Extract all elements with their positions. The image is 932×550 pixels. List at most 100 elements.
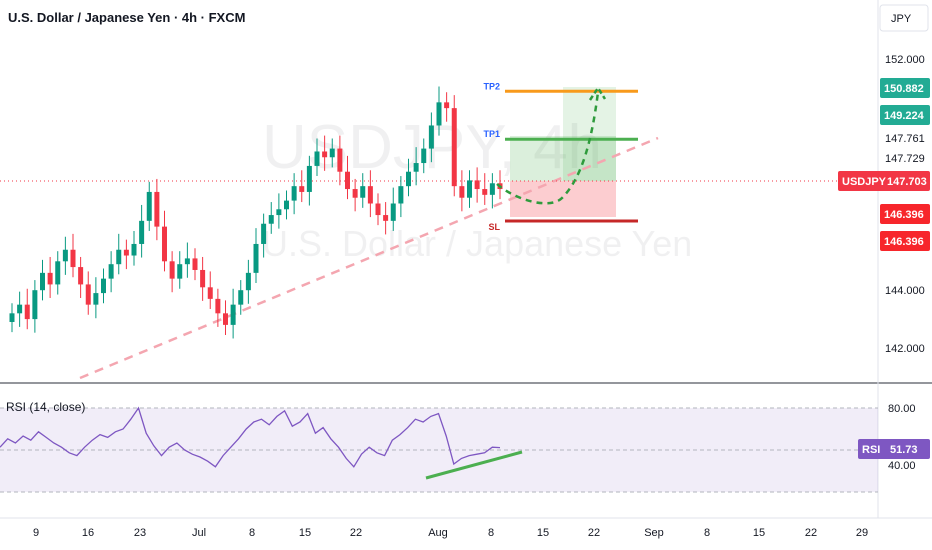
candle [253, 243, 259, 273]
candle [337, 148, 343, 172]
candle [93, 293, 99, 305]
candle [459, 186, 465, 198]
candle [444, 102, 450, 109]
candle [284, 200, 289, 210]
candle [215, 298, 221, 314]
loss-zone [510, 181, 616, 217]
time-tick: 29 [856, 527, 868, 539]
price-tag-value: 149.224 [884, 110, 925, 122]
projection-arrowhead [588, 85, 607, 101]
candle [40, 272, 45, 291]
rsi-tick: 40.00 [888, 460, 916, 472]
rsi-tick: 80.00 [888, 403, 916, 415]
candle [436, 102, 442, 126]
symbol-price-value: 147.703 [887, 176, 927, 188]
time-tick: 8 [488, 527, 494, 539]
currency-label: JPY [891, 13, 912, 25]
candle [314, 151, 320, 166]
projection-curve [496, 91, 600, 205]
price-tag [880, 204, 930, 224]
candle [390, 203, 396, 221]
time-axis[interactable]: 9 16 23 Jul 8 15 22 Aug 8 15 22 Sep 8 15 22 29 [33, 527, 868, 539]
candle [406, 171, 411, 187]
candle [17, 304, 23, 314]
time-tick: 15 [537, 527, 549, 539]
time-tick: Jul [192, 527, 206, 539]
candle [230, 304, 236, 325]
price-tick: 142.000 [885, 343, 925, 355]
candle [101, 278, 106, 294]
candle [489, 183, 495, 195]
level-label-tp1: TP1 [483, 129, 500, 139]
candle [367, 186, 373, 204]
candle [47, 272, 53, 285]
candle [131, 243, 137, 256]
price-axis[interactable]: 152.000 147.761 147.729 144.000 142.000 80.00… [885, 54, 925, 472]
candle [245, 272, 251, 291]
watermark-name: U.S. Dollar / Japanese Yen [262, 223, 692, 264]
level-label-tp2: TP2 [483, 81, 500, 91]
candle [146, 191, 152, 221]
price-tick: 144.000 [885, 285, 925, 297]
chart-title: U.S. Dollar / Japanese Yen · 4h · FXCM [8, 10, 246, 25]
candle [299, 186, 305, 192]
symbol-price-tag [838, 171, 930, 191]
candle [329, 148, 335, 158]
rsi-line [0, 406, 501, 468]
rsi-title: RSI (14, close) [6, 400, 86, 414]
candle [108, 264, 114, 279]
candle [24, 304, 30, 320]
rsi-value-tag [858, 439, 930, 459]
candle [352, 189, 358, 198]
candle [276, 209, 282, 216]
candle [200, 269, 206, 288]
candle [154, 191, 160, 227]
time-tick: 16 [82, 527, 94, 539]
profit-zone [510, 136, 616, 181]
time-tick: 22 [805, 527, 817, 539]
candle [467, 180, 472, 198]
price-tick: 147.729 [885, 153, 925, 165]
time-tick: 8 [704, 527, 710, 539]
time-tick: 15 [299, 527, 311, 539]
candle [421, 148, 427, 164]
time-tick: 22 [350, 527, 362, 539]
candle [78, 267, 84, 285]
candle [428, 125, 434, 149]
candle [375, 203, 381, 216]
price-tag-value: 150.882 [884, 83, 924, 95]
levels: TP2 TP1 SL [483, 81, 638, 232]
time-tick: Sep [644, 527, 664, 539]
candle [345, 171, 350, 190]
symbol-label: USDJPY [842, 176, 887, 188]
candle [306, 165, 312, 192]
currency-button[interactable] [879, 4, 929, 32]
rsi-series [0, 406, 501, 468]
price-tick: 147.761 [885, 133, 925, 145]
candle [162, 226, 167, 262]
candle [139, 220, 145, 244]
candle [177, 264, 183, 279]
candle [398, 186, 404, 204]
time-tick: Aug [428, 527, 448, 539]
price-tags: 150.882 149.224 146.396 146.396 USDJPY 147.70… [838, 78, 930, 459]
candle [62, 249, 68, 262]
candle [383, 215, 389, 221]
candle [474, 180, 480, 190]
price-tag-value: 146.396 [884, 236, 924, 248]
candle [192, 258, 198, 270]
candle [184, 258, 190, 265]
price-tick: 152.000 [885, 54, 925, 66]
candle [238, 290, 244, 305]
level-label-sl: SL [488, 222, 500, 232]
candle [360, 186, 366, 198]
price-tag-value: 146.396 [884, 209, 924, 221]
rsi-tag-label: RSI [862, 444, 880, 456]
candle [261, 223, 267, 244]
time-tick: 15 [753, 527, 765, 539]
rsi-tag-value: 51.73 [890, 444, 918, 456]
candle [32, 290, 38, 320]
candle [413, 163, 419, 172]
candle [451, 108, 457, 187]
